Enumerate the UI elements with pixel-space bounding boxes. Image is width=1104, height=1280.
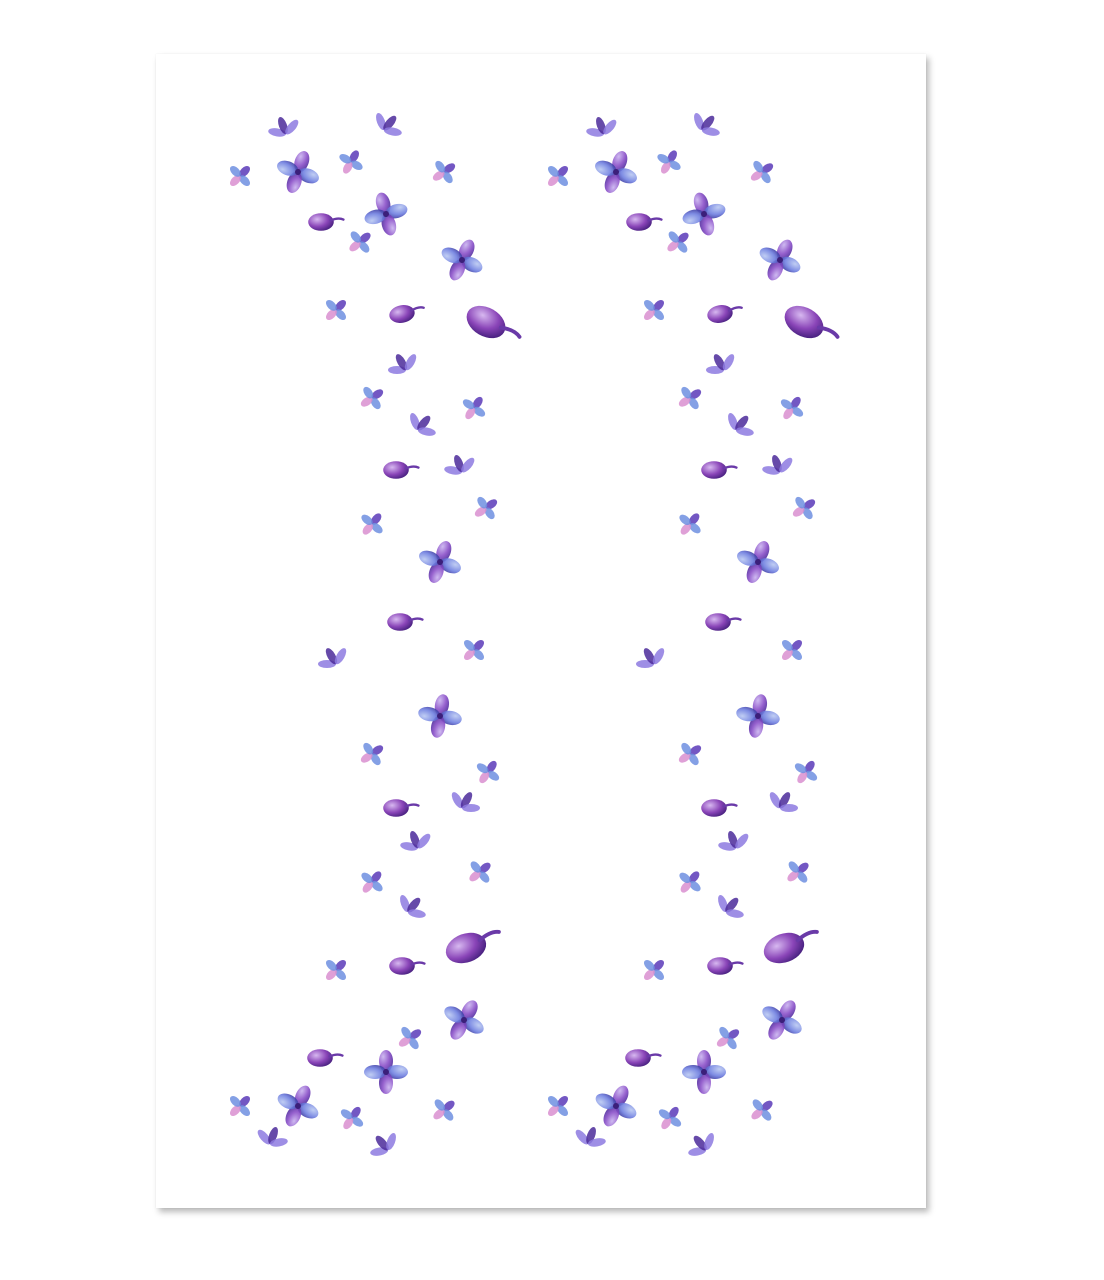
lilac-floret <box>658 1106 682 1130</box>
lilac-flower <box>759 239 801 281</box>
lilac-sprig <box>400 894 426 918</box>
lilac-floret <box>230 1096 250 1116</box>
lilac-floret <box>469 861 491 883</box>
lilac-bud <box>763 929 819 964</box>
lilac-bud <box>701 799 738 817</box>
lilac-floret <box>230 166 250 186</box>
lilac-sprig <box>410 412 436 436</box>
lilac-bud <box>707 305 743 323</box>
lilac-bud <box>701 461 738 479</box>
lilac-flower <box>364 1050 408 1094</box>
lilac-floret <box>792 496 816 520</box>
lilac-sprig <box>636 648 665 668</box>
lilac-floret <box>476 760 500 784</box>
lilac-floret <box>548 1096 568 1116</box>
lilac-floret <box>751 1099 773 1121</box>
lilac-sprig <box>769 792 798 812</box>
lilac-bud <box>626 213 663 231</box>
lilac-bud <box>466 305 522 339</box>
lilac-floret <box>782 640 802 660</box>
lilac-sprig <box>268 116 299 137</box>
lilac-bud <box>625 1049 662 1067</box>
lilac-sprig <box>400 830 431 851</box>
lilac-floret <box>326 300 346 320</box>
lilac-floret <box>678 386 702 410</box>
lilac-bud <box>705 613 742 631</box>
lilac-floret <box>462 396 486 420</box>
lilac-bud <box>389 305 425 323</box>
lilac-floret <box>548 166 568 186</box>
lilac-floret <box>433 1099 455 1121</box>
lilac-sprig <box>257 1126 288 1147</box>
lilac-sprig <box>451 792 480 812</box>
lilac-sprig <box>575 1126 606 1147</box>
lilac-flower <box>418 694 462 738</box>
lilac-sprig <box>370 1132 396 1156</box>
lilac-floret <box>678 742 702 766</box>
lilac-flower <box>595 151 637 193</box>
lilac-floret <box>360 742 384 766</box>
lilac-sprig <box>728 412 754 436</box>
lilac-floret <box>361 513 383 535</box>
lilac-sprig <box>376 112 402 136</box>
lilac-floret <box>326 960 346 980</box>
lilac-bud <box>308 213 345 231</box>
lilac-flower <box>682 1050 726 1094</box>
lilac-flower <box>441 239 483 281</box>
lilac-flower <box>736 694 780 738</box>
lilac-flower <box>595 1085 637 1127</box>
lilac-bud <box>445 929 501 964</box>
lilac-flower <box>277 1085 319 1127</box>
lilac-bud <box>389 957 426 975</box>
lilac-floret <box>679 871 701 893</box>
lilac-floret <box>349 231 371 253</box>
lilac-flower <box>364 192 408 236</box>
lilac-floret <box>644 300 664 320</box>
lilac-bud <box>387 613 424 631</box>
lilac-floret <box>361 871 383 893</box>
lilac-bud <box>383 461 420 479</box>
lilac-floret <box>360 386 384 410</box>
lilac-flower <box>682 192 726 236</box>
lilac-floret <box>716 1026 740 1050</box>
lilac-floret <box>644 960 664 980</box>
lilac-floret <box>432 160 456 184</box>
lilac-floret <box>398 1026 422 1050</box>
lilac-flower <box>419 541 461 583</box>
lilac-floret <box>679 513 701 535</box>
lilac-floret <box>667 231 689 253</box>
lilac-sprig <box>718 894 744 918</box>
lilac-petal-pattern <box>230 112 840 1156</box>
lilac-sprig <box>688 1132 714 1156</box>
lilac-sprig <box>718 830 749 851</box>
lilac-sprig <box>762 454 793 475</box>
lilac-floret <box>339 150 363 174</box>
lilac-sprig <box>444 454 475 475</box>
lilac-flower <box>444 1000 484 1040</box>
lilac-sprig <box>694 112 720 136</box>
lilac-floret <box>464 640 484 660</box>
lilac-flower <box>277 151 319 193</box>
lilac-floret <box>657 150 681 174</box>
lilac-flower <box>737 541 779 583</box>
lilac-floret <box>340 1106 364 1130</box>
lilac-bud <box>707 957 744 975</box>
lilac-floret <box>780 396 804 420</box>
lilac-sprig <box>318 648 347 668</box>
lilac-flower <box>762 1000 802 1040</box>
lilac-floret <box>750 160 774 184</box>
lilac-bud <box>307 1049 344 1067</box>
lilac-floret <box>787 861 809 883</box>
lilac-sprig <box>586 116 617 137</box>
lilac-sprig <box>388 354 417 374</box>
print-card <box>156 54 926 1208</box>
lilac-bud <box>383 799 420 817</box>
lilac-sprig <box>706 354 735 374</box>
lilac-bud <box>784 305 840 339</box>
lilac-floret <box>474 496 498 520</box>
lilac-floret <box>794 760 818 784</box>
